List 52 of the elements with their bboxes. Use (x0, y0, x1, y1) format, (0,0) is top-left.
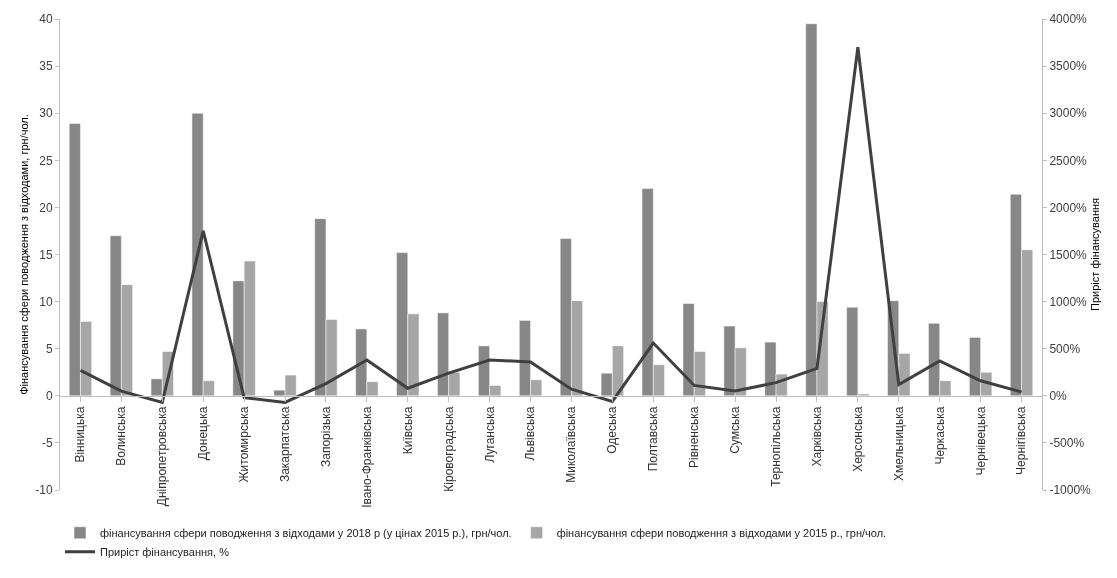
y-tick-label: 10 (39, 294, 53, 309)
x-tick-label: Дніпропетровська (155, 406, 170, 507)
x-tick-label: Волинська (114, 406, 129, 466)
x-tick-label: Рівненська (687, 406, 702, 469)
y-tick-label: -10 (35, 483, 53, 498)
x-tick-label: Івано-Франківська (359, 406, 374, 508)
y2-tick-label: 3000% (1049, 106, 1088, 121)
y2-tick-label: 2000% (1049, 200, 1088, 215)
y2-tick-label: 4000% (1049, 12, 1088, 27)
y2-tick-label: -1000% (1049, 483, 1092, 498)
x-tick-label: Чернівецька (973, 406, 988, 476)
y2-tick-label: 1500% (1049, 247, 1088, 262)
x-tick-label: Херсонська (850, 406, 865, 472)
x-tick-label: Чернігівська (1014, 406, 1029, 475)
y-tick-label: 35 (39, 59, 53, 74)
x-tick-label: Черкаська (932, 406, 947, 465)
y-tick-label: 30 (39, 106, 53, 121)
y-tick-label: 0 (45, 389, 53, 403)
x-tick-label: Полтавська (646, 406, 661, 472)
x-tick-label: Тернопільська (768, 406, 783, 487)
y2-tick-label: -500% (1049, 436, 1085, 451)
y2-tick-label: 3500% (1049, 59, 1088, 74)
x-tick-label: Миколаївська (564, 406, 579, 483)
y-tick-label: 15 (39, 247, 53, 262)
y-tick-label: 40 (39, 12, 53, 27)
legend-label: фінансування сфери поводження з відходами у 2018 р (у цінах 2015 р.), грн/чол. (100, 527, 512, 540)
x-tick-label: Запорізька (318, 406, 333, 467)
y-tick-label: -5 (41, 436, 53, 451)
y2-tick-label: 500% (1049, 341, 1081, 356)
y-tick-label: 5 (45, 341, 53, 356)
y2-tick-label: 2500% (1049, 153, 1088, 168)
y2-axis-title: Приріст фінансування (1089, 197, 1102, 312)
x-tick-label: Львівська (523, 406, 538, 461)
legend-label: фінансування сфери поводження з відходами у 2015 р., грн/чол. (556, 527, 887, 540)
x-tick-label: Харківська (809, 406, 824, 467)
x-tick-label: Донецька (196, 406, 211, 461)
x-tick-label: Хмельницька (891, 406, 906, 482)
y2-tick-label: 0% (1049, 389, 1068, 403)
legend-label: Приріст фінансування, % (100, 546, 230, 559)
x-tick-label: Київська (400, 406, 415, 455)
x-tick-label: Закарпатська (277, 406, 292, 483)
x-tick-label: Кіровоградська (441, 406, 456, 492)
x-tick-label: Луганська (482, 406, 497, 463)
x-tick-label: Одеська (605, 406, 620, 454)
x-tick-label: Сумська (728, 406, 743, 454)
x-tick-label: Вінницька (73, 406, 88, 463)
y-tick-label: 20 (39, 200, 53, 215)
y-tick-label: 25 (39, 153, 53, 168)
line-series (78, 45, 1024, 404)
y2-tick-label: 1000% (1049, 294, 1088, 309)
y-axis-title: Фінансування сфери поводження з відходами, грн/чол. (18, 114, 30, 395)
x-tick-label: Житомирська (237, 406, 252, 483)
